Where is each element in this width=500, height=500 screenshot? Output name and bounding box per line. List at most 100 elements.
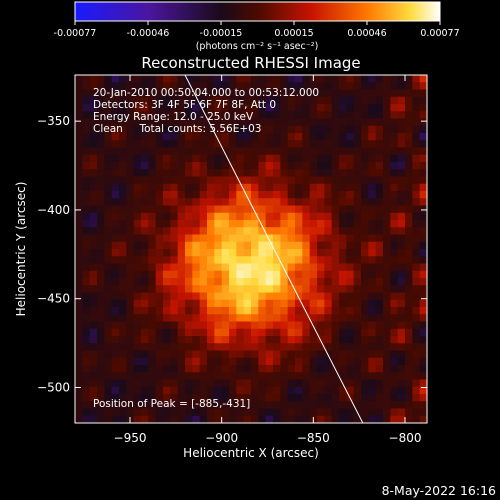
heatmap-cell [383,169,391,177]
heatmap-cell [251,96,259,105]
heatmap-cell [390,133,399,141]
heatmap-cell [390,401,399,409]
heatmap-cell [375,220,384,228]
heatmap-cell [148,118,157,127]
heatmap-cell [309,357,318,366]
heatmap-cell [273,386,281,395]
heatmap-cell [119,96,127,105]
heatmap-cell [339,365,347,373]
heatmap-cell [280,343,289,351]
heatmap-cell [346,372,355,380]
heatmap-cell [397,350,406,359]
heatmap-cell [170,285,179,293]
heatmap-cell [126,278,135,286]
heatmap-cell [75,191,83,199]
heatmap-cell [97,372,105,380]
heatmap-cell [89,133,98,141]
heatmap-cell [265,263,274,272]
heatmap-cell [251,394,259,402]
heatmap-cell [126,336,135,344]
heatmap-cell [375,82,384,90]
heatmap-cell [82,133,91,141]
heatmap-cell [236,365,245,373]
heatmap-cell [383,394,391,402]
heatmap-cell [148,191,157,199]
heatmap-cell [368,241,377,250]
heatmap-cell [155,394,164,402]
heatmap-cell [287,263,296,272]
heatmap-cell [309,241,318,250]
heatmap-cell [119,82,127,90]
heatmap-cell [236,154,245,163]
heatmap-cell [273,256,281,264]
heatmap-cell [229,133,237,141]
heatmap-cell [331,270,340,279]
heatmap-cell [229,234,237,243]
heatmap-cell [104,401,113,409]
heatmap-cell [229,285,237,293]
heatmap-cell [419,307,427,315]
heatmap-cell [243,270,252,279]
heatmap-cell [126,140,135,148]
heatmap-cell [309,292,318,301]
heatmap-cell [170,314,179,322]
heatmap-cell [141,241,149,250]
heatmap-cell [221,89,230,98]
heatmap-cell [177,408,186,417]
heatmap-cell [214,314,223,322]
heatmap-cell [368,372,377,380]
heatmap-cell [258,140,267,148]
heatmap-cell [265,104,274,112]
heatmap-cell [419,379,427,388]
heatmap-cell [309,314,318,322]
heatmap-cell [353,365,362,373]
heatmap-cell [199,379,208,388]
heatmap-cell [126,263,135,272]
heatmap-cell [302,183,311,192]
heatmap-cell [192,125,201,134]
heatmap-cell [75,336,83,344]
heatmap-cell [243,220,252,228]
heatmap-cell [199,256,208,264]
heatmap-cell [375,292,384,301]
heatmap-cell [368,104,377,112]
heatmap-cell [177,162,186,170]
heatmap-cell [141,314,149,322]
heatmap-cell [295,249,303,257]
heatmap-cell [390,328,399,337]
heatmap-cell [155,140,164,148]
heatmap-cell [309,285,318,293]
heatmap-cell [111,147,120,156]
heatmap-cell [170,176,179,185]
heatmap-cell [111,89,120,98]
heatmap-cell [119,408,127,417]
heatmap-cell [280,111,289,119]
heatmap-cell [317,241,325,250]
heatmap-cell [236,249,245,257]
heatmap-cell [368,350,377,359]
heatmap-cell [221,263,230,272]
heatmap-cell [353,350,362,359]
heatmap-cell [82,220,91,228]
heatmap-cell [141,140,149,148]
heatmap-cell [192,343,201,351]
heatmap-cell [177,111,186,119]
heatmap-cell [185,256,193,264]
heatmap-cell [346,89,355,98]
heatmap-cell [177,205,186,214]
heatmap-cell [229,140,237,148]
heatmap-cell [405,75,413,83]
heatmap-cell [419,321,427,330]
heatmap-cell [97,350,105,359]
heatmap-cell [229,183,237,192]
heatmap-cell [302,89,311,98]
heatmap-cell [104,256,113,264]
heatmap-cell [97,227,105,235]
heatmap-cell [280,125,289,134]
heatmap-cell [82,256,91,264]
heatmap-cell [412,415,421,423]
heatmap-cell [229,263,237,272]
heatmap-cell [185,234,193,243]
heatmap-cell [229,321,237,330]
heatmap-cell [397,241,406,250]
